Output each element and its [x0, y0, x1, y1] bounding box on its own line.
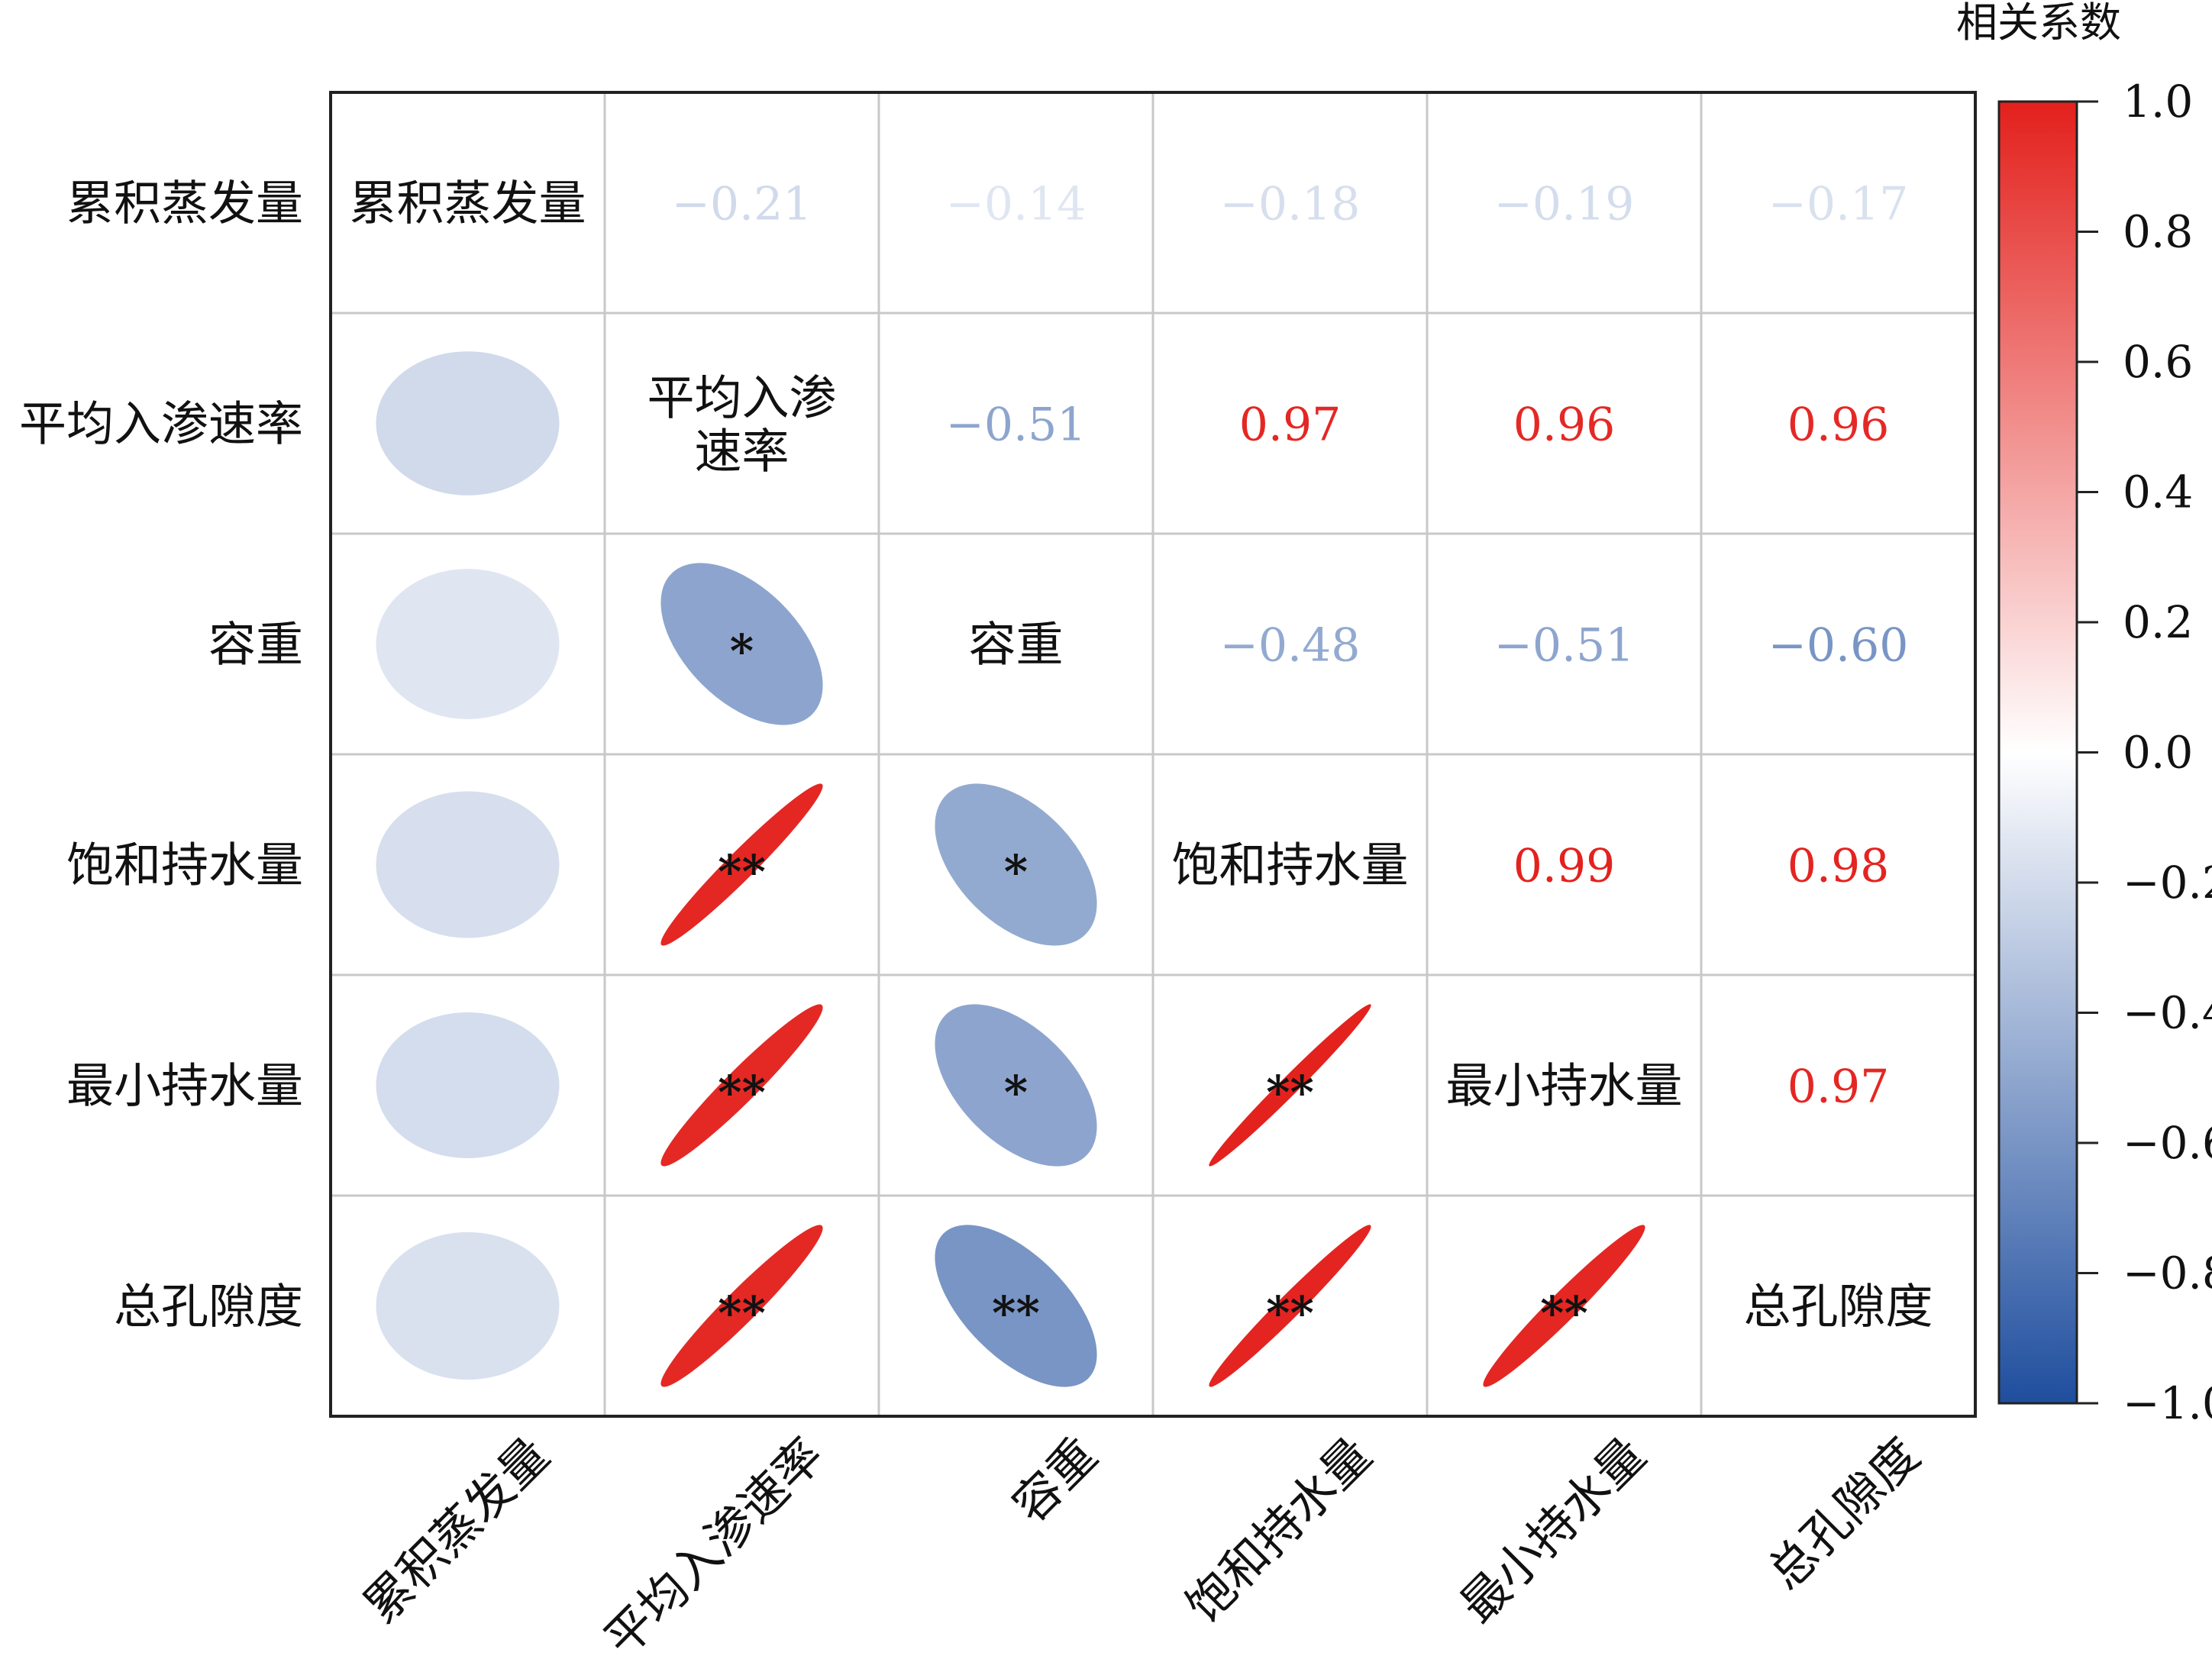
- significance-marker: **: [718, 1287, 766, 1341]
- row-label: 饱和持水量: [66, 838, 303, 893]
- column-labels: 累积蒸发量 平均入渗速率 容重 饱和持水量 最小持水量 总孔隙度: [353, 1427, 1930, 1667]
- diagonal-label: 总孔隙度: [1743, 1279, 1933, 1335]
- row-label: 累积蒸发量: [66, 176, 303, 231]
- plot-border: [329, 91, 1977, 1418]
- colorbar-tick-label: −0.8: [2123, 1248, 2212, 1299]
- significance-marker: **: [718, 1067, 766, 1120]
- diagonal-label-line: 平均入渗: [647, 370, 836, 426]
- colorbar-title: 相关系数: [1956, 0, 2121, 47]
- correlation-ellipse: [1483, 1225, 1645, 1387]
- correlation-ellipse: [376, 351, 560, 495]
- matrix-cells: 累积蒸发量 −0.21 −0.14 −0.18 −0.19 −0.17 平均入渗速率 −0.5…: [349, 176, 1933, 1387]
- diagonal-label: 最小持水量: [1445, 1058, 1682, 1114]
- correlation-ellipse: [376, 1231, 560, 1380]
- correlation-ellipse: [935, 1004, 1097, 1167]
- correlation-ellipse: [660, 783, 823, 946]
- correlation-value: −0.14: [946, 178, 1087, 231]
- significance-marker: **: [718, 846, 766, 899]
- column-label: 累积蒸发量: [353, 1427, 560, 1634]
- correlation-value: −0.60: [1768, 619, 1909, 673]
- colorbar-gradient: [1997, 100, 2078, 1405]
- row-label: 总孔隙度: [114, 1279, 303, 1335]
- correlation-ellipse: [376, 569, 560, 719]
- correlation-value: −0.21: [672, 178, 812, 231]
- correlation-ellipse: [1209, 1004, 1371, 1167]
- colorbar-tick-label: 0.6: [2123, 336, 2193, 388]
- colorbar-ticks: 1.0 0.8 0.6 0.4 0.2 0.0 −0.2 −0.4 −0.6 −0.8 −1.0: [2077, 76, 2212, 1429]
- diagonal-label-line: 总孔隙度: [1743, 1279, 1933, 1335]
- diagonal-label-line: 累积蒸发量: [349, 176, 586, 231]
- correlation-value: 0.99: [1513, 840, 1616, 893]
- diagonal-label-line: 最小持水量: [1445, 1058, 1682, 1114]
- diagonal-label: 平均入渗速率: [647, 370, 836, 479]
- colorbar-tick-label: 0.4: [2123, 466, 2193, 518]
- row-label: 最小持水量: [66, 1058, 303, 1114]
- colorbar-tick-label: −0.2: [2123, 857, 2212, 909]
- correlation-ellipse: [660, 563, 823, 725]
- correlation-value: −0.48: [1220, 619, 1361, 673]
- correlation-ellipse: [1209, 1225, 1371, 1387]
- colorbar-tick-label: −0.6: [2123, 1117, 2212, 1169]
- significance-marker: **: [1266, 1287, 1314, 1341]
- correlation-ellipse: [660, 1004, 823, 1167]
- diagonal-label-line: 容重: [968, 617, 1063, 673]
- colorbar: 相关系数 1.0 0.8 0.6 0.4 0.2 0.0 −0.2 −0.4 −0.6 −0.8 −…: [1956, 0, 2212, 1429]
- column-label: 平均入渗速率: [593, 1427, 834, 1667]
- significance-marker: *: [1004, 846, 1028, 899]
- correlation-ellipse: [935, 783, 1097, 946]
- grid-lines: [329, 91, 1977, 1418]
- significance-marker: *: [1004, 1067, 1028, 1120]
- correlation-value: 0.96: [1513, 399, 1616, 452]
- correlation-ellipse: [935, 1225, 1097, 1387]
- significance-marker: *: [730, 625, 754, 679]
- significance-marker: **: [992, 1287, 1040, 1341]
- row-label: 平均入渗速率: [19, 396, 303, 452]
- row-label: 容重: [208, 617, 303, 673]
- colorbar-tick-label: 0.8: [2123, 206, 2193, 258]
- column-label: 容重: [1002, 1427, 1108, 1533]
- correlation-value: 0.96: [1787, 399, 1890, 452]
- colorbar-tick-label: −1.0: [2123, 1377, 2212, 1429]
- diagonal-label-line: 速率: [694, 424, 789, 479]
- colorbar-tick-label: 1.0: [2123, 76, 2193, 127]
- diagonal-label: 累积蒸发量: [349, 176, 586, 231]
- correlation-value: 0.97: [1787, 1060, 1890, 1114]
- column-label: 饱和持水量: [1175, 1427, 1382, 1634]
- colorbar-tick-label: 0.2: [2123, 596, 2193, 648]
- significance-marker: **: [1266, 1067, 1314, 1120]
- significance-marker: **: [1540, 1287, 1588, 1341]
- column-label: 最小持水量: [1449, 1427, 1656, 1634]
- correlation-value: −0.51: [946, 399, 1087, 452]
- correlation-value: −0.17: [1768, 178, 1909, 231]
- diagonal-label-line: 饱和持水量: [1171, 838, 1408, 893]
- correlation-ellipse: [660, 1225, 823, 1387]
- correlation-value: −0.18: [1220, 178, 1361, 231]
- correlation-value: 0.97: [1239, 399, 1342, 452]
- colorbar-tick-label: 0.0: [2123, 727, 2193, 779]
- column-label: 总孔隙度: [1757, 1427, 1930, 1600]
- correlation-ellipse: [376, 1012, 560, 1158]
- correlation-value: −0.51: [1494, 619, 1635, 673]
- colorbar-tick-label: −0.4: [2123, 987, 2212, 1039]
- diagonal-label: 饱和持水量: [1171, 838, 1408, 893]
- diagonal-label: 容重: [968, 617, 1063, 673]
- correlation-ellipse: [376, 791, 560, 938]
- correlation-value: 0.98: [1787, 840, 1890, 893]
- correlation-value: −0.19: [1494, 178, 1635, 231]
